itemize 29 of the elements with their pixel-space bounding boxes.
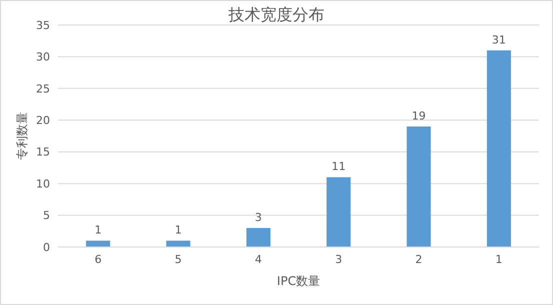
data-label: 1 — [94, 224, 102, 237]
data-label: 1 — [174, 224, 182, 237]
y-tick-label: 5 — [43, 209, 50, 222]
x-axis-title: IPC数量 — [276, 274, 320, 288]
y-tick-label: 10 — [36, 177, 50, 190]
y-tick-label: 20 — [36, 114, 50, 127]
chart-title: 技术宽度分布 — [228, 5, 324, 24]
bar — [326, 177, 351, 247]
bar — [406, 126, 431, 247]
x-tick-label: 2 — [415, 253, 422, 266]
bar — [86, 240, 110, 247]
bar — [166, 240, 190, 247]
y-tick-label: 0 — [43, 240, 50, 254]
x-tick-label: 1 — [495, 253, 502, 266]
x-tick-label: 5 — [174, 253, 182, 266]
y-tick-label: 30 — [36, 50, 50, 64]
bar — [246, 228, 270, 247]
x-tick-label: 4 — [254, 253, 262, 266]
data-label: 19 — [412, 109, 426, 122]
y-tick-label: 35 — [36, 18, 50, 32]
y-axis-title: 专利数量 — [15, 112, 29, 160]
data-label: 11 — [332, 160, 346, 174]
bar — [486, 50, 511, 247]
x-tick-label: 3 — [335, 253, 342, 266]
data-label: 31 — [492, 33, 506, 46]
x-tick-label: 6 — [94, 253, 102, 266]
y-tick-label: 15 — [36, 146, 50, 159]
y-tick-label: 25 — [36, 82, 50, 96]
data-label: 3 — [254, 210, 262, 224]
